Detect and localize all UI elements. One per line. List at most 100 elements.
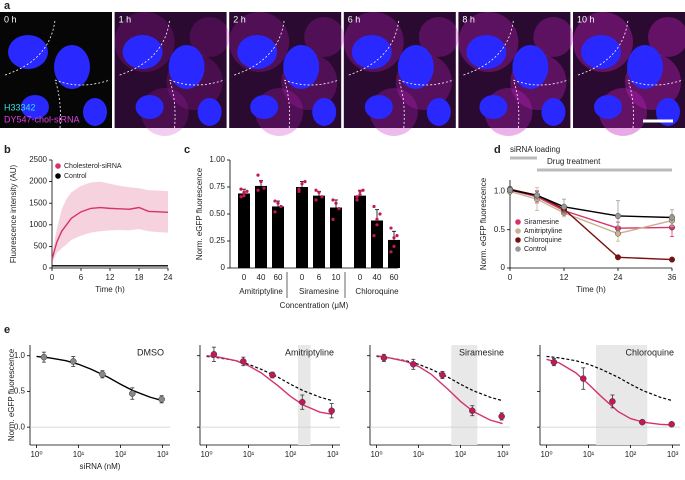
legend-swatch [515,237,521,243]
panel-label: b [4,144,11,156]
data-point [389,226,393,230]
data-point [242,190,246,194]
subplot-title: DMSO [137,347,164,357]
reference-curve [376,355,503,402]
point [668,421,675,428]
x-tick-label: 10⁰ [540,450,552,459]
data-point [378,212,382,216]
data-point [375,223,379,227]
nucleus [397,45,434,89]
data-point [372,204,376,209]
cell-outline [4,19,111,129]
subplot-title: Amitriptyline [285,347,334,357]
group-label: Siramesine [299,287,340,296]
y-tick-label: 0 [501,263,506,272]
y-axis-label: Norm. eGFP fluorescence [7,348,16,441]
y-tick-label: 0.50 [209,209,225,218]
point [561,203,568,210]
x-tick-label: 36 [668,273,677,282]
data-point [273,199,277,203]
nucleus [364,95,393,119]
subplot-title: Chloroquine [625,347,674,357]
point [534,192,541,199]
legend-swatch [515,246,521,252]
point [129,390,136,397]
error-band [52,181,168,263]
data-point [259,180,263,184]
point [210,351,218,358]
nucleus [168,45,205,89]
point [615,254,622,261]
cell-outline [348,19,454,129]
nucleus [656,98,680,126]
x-tick-label: 10³ [667,450,679,459]
x-tick-label: 10² [115,450,127,459]
nucleus [541,98,566,126]
x-tick-label: 10¹ [583,450,595,459]
point [615,212,622,219]
x-tick-label: 60 [390,273,399,282]
data-point [262,186,266,190]
x-tick-label: 10² [455,450,467,459]
y-tick-label: 2000 [29,177,47,186]
panel-label: d [494,144,501,156]
bar [330,207,342,268]
highlight-region [451,345,478,445]
x-tick-label: 10³ [497,450,509,459]
data-point [256,188,260,192]
nucleus [581,35,621,69]
siRNA-signal [304,17,345,57]
data-point [375,217,379,221]
stain-label: H33342 [4,102,36,112]
fit-curve [376,355,503,425]
nucleus [627,45,663,89]
legend-swatch [55,163,61,169]
fit-curve [206,355,333,415]
annotation-text: siRNA loading [510,145,560,154]
y-tick-label: 0.0 [14,422,26,431]
x-tick-label: 10¹ [243,450,255,459]
point [507,186,514,193]
data-point [355,198,359,202]
siRNA-signal [418,17,459,57]
bar [313,195,325,268]
point [498,413,505,420]
timepoint-label: 8 h [462,14,475,24]
cell-outline [577,19,684,129]
nucleus [83,98,107,126]
x-tick-label: 0 [358,273,363,282]
point [410,361,417,368]
y-tick-label: 2500 [29,155,47,164]
x-tick-label: 6 [317,273,322,282]
x-tick-label: 10 [332,273,341,282]
legend-label: Siramesine [524,219,559,226]
y-tick-label: 500 [34,242,48,251]
x-tick-label: 24 [164,273,173,282]
highlight-region [595,345,648,445]
bar [255,185,267,268]
data-point [361,188,365,192]
data-point [242,194,246,198]
x-axis-label: Time (h) [576,285,606,294]
x-tick-label: 0 [300,273,305,282]
panel-label: e [4,324,10,336]
x-tick-label: 12 [106,273,115,282]
nucleus [283,45,320,89]
y-tick-label: 0.5 [494,225,506,234]
legend-label: Amitriptyline [524,228,562,235]
legend-label: Chloroquine [524,237,562,244]
panel-label: a [4,0,11,12]
point [469,407,476,414]
data-point [358,192,362,197]
x-axis-label: Concentration (μM) [280,301,349,310]
data-point [337,207,341,211]
x-tick-label: 10⁰ [370,450,382,459]
siRNA-signal [189,17,230,57]
y-tick-label: 1.0 [14,351,26,360]
data-point [245,189,249,193]
reference-curve [546,355,673,402]
point [70,358,77,365]
nucleus [135,95,164,119]
x-tick-label: 10⁰ [200,450,212,459]
